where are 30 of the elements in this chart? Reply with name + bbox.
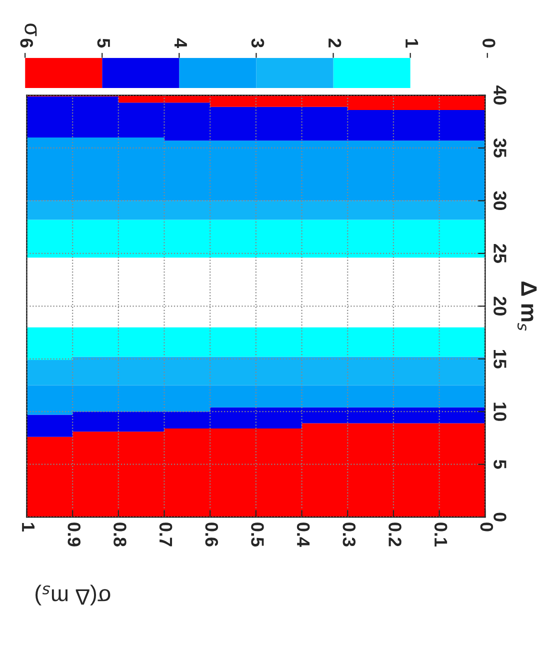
x-tick-label: 0.3 <box>342 522 356 546</box>
x-tick-label: 0.7 <box>159 522 172 546</box>
y-tick-label: 0 <box>494 512 506 522</box>
color-bar-label: 2 <box>328 38 342 48</box>
x-tick-label: 0.2 <box>388 522 402 546</box>
x-tick-label: 1 <box>22 523 34 532</box>
y-tick-label: 10 <box>494 402 506 421</box>
y-tick-label: 20 <box>494 296 506 316</box>
y-tick-label: 5 <box>494 460 506 469</box>
color-bar-label: 0 <box>482 38 496 48</box>
x-tick-label: 0.9 <box>68 522 81 546</box>
x-tick-label: 0.1 <box>434 522 448 547</box>
x-tick-label: 0 <box>480 522 494 532</box>
x-tick-label: 0.6 <box>205 522 218 546</box>
color-bar-label: 5 <box>97 38 110 48</box>
y-tick-label: 40 <box>494 86 506 105</box>
color-bar-label: 4 <box>174 38 187 48</box>
x-tick-label: 0.8 <box>114 522 126 546</box>
y-tick-label: 35 <box>494 138 506 158</box>
x-tick-label: 0.4 <box>296 522 310 547</box>
y-tick-label: 25 <box>494 244 506 263</box>
y-axis-title: Δ m$_{s}$ <box>517 282 537 331</box>
y-tick-label: 15 <box>494 350 506 368</box>
x-axis-title: σ(Δ m$_{s}$) <box>36 584 110 606</box>
color-bar-title: σ <box>24 24 37 36</box>
y-tick-label: 30 <box>494 191 506 210</box>
color-bar-label: 6 <box>20 38 34 48</box>
color-bar-label: 1 <box>406 39 418 48</box>
color-bar-label: 3 <box>251 38 264 48</box>
x-tick-label: 0.5 <box>251 522 264 547</box>
